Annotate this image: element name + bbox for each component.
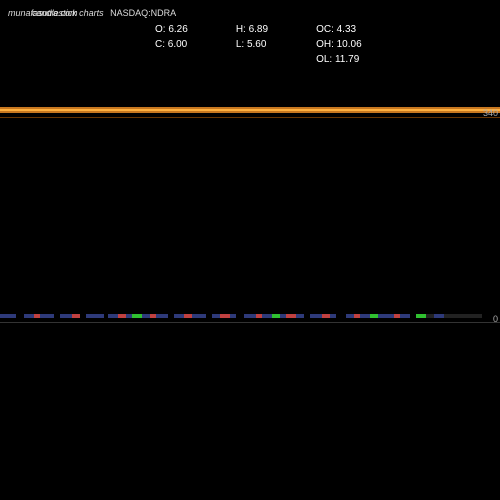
- chart-watermark: munafasutra.com candlestick charts NASDA…: [8, 8, 176, 18]
- stats-col-2: H: 6.89 L: 5.60: [236, 24, 268, 65]
- candle-segment: [236, 314, 244, 318]
- candle-segment: [416, 314, 426, 318]
- candle-segment: [434, 314, 444, 318]
- stat-oh-value: 10.06: [337, 39, 362, 50]
- stat-open: O: 6.26: [155, 24, 188, 35]
- subtitle-text: candlestick charts: [32, 8, 104, 18]
- stats-col-1: O: 6.26 C: 6.00: [155, 24, 188, 65]
- stat-low-value: 5.60: [247, 39, 266, 50]
- candle-segment: [262, 314, 272, 318]
- candle-segment: [192, 314, 206, 318]
- candle-segment: [0, 314, 16, 318]
- candle-segment: [16, 314, 24, 318]
- candle-segment: [272, 314, 280, 318]
- candle-segment: [40, 314, 54, 318]
- candle-segment: [346, 314, 354, 318]
- candle-segment: [60, 314, 72, 318]
- candle-segment: [378, 314, 394, 318]
- candle-segment: [336, 314, 346, 318]
- candle-segment: [108, 314, 118, 318]
- stat-high-value: 6.89: [249, 24, 268, 35]
- candle-segment: [244, 314, 256, 318]
- stat-high: H: 6.89: [236, 24, 268, 35]
- candle-segment: [142, 314, 150, 318]
- candle-segment: [212, 314, 220, 318]
- candle-segment: [310, 314, 322, 318]
- candle-segment: [24, 314, 34, 318]
- stat-low: L: 5.60: [236, 39, 268, 50]
- candle-strip: [0, 314, 482, 318]
- stat-oh: OH: 10.06: [316, 39, 362, 50]
- candle-segment: [400, 314, 410, 318]
- candle-segment: [132, 314, 142, 318]
- stat-ol-value: 11.79: [335, 54, 359, 65]
- band-thin-line: [0, 117, 500, 118]
- stat-close: C: 6.00: [155, 39, 188, 50]
- candle-segment: [86, 314, 104, 318]
- candle-segment: [370, 314, 378, 318]
- candle-segment: [184, 314, 192, 318]
- axis-label: 340: [483, 108, 498, 118]
- ticker-text: NASDAQ:NDRA: [110, 8, 176, 18]
- stat-close-value: 6.00: [168, 39, 187, 50]
- candle-segment: [220, 314, 230, 318]
- bottom-baseline: [0, 322, 500, 323]
- candle-segment: [322, 314, 330, 318]
- stat-open-value: 6.26: [168, 24, 187, 35]
- stats-col-3: OC: 4.33 OH: 10.06 OL: 11.79: [316, 24, 362, 65]
- ohlc-stats: O: 6.26 C: 6.00 H: 6.89 L: 5.60 OC: 4.33…: [155, 24, 362, 65]
- candle-segment: [360, 314, 370, 318]
- band-outer-bottom: [0, 111, 500, 113]
- axis-label: 0: [493, 314, 498, 324]
- candle-segment: [296, 314, 304, 318]
- candle-segment: [426, 314, 434, 318]
- candle-segment: [174, 314, 184, 318]
- candle-segment: [72, 314, 80, 318]
- stat-oc-value: 4.33: [337, 24, 356, 35]
- candle-segment: [118, 314, 126, 318]
- candle-segment: [286, 314, 296, 318]
- stat-oc: OC: 4.33: [316, 24, 362, 35]
- candle-segment: [156, 314, 168, 318]
- stat-ol: OL: 11.79: [316, 54, 362, 65]
